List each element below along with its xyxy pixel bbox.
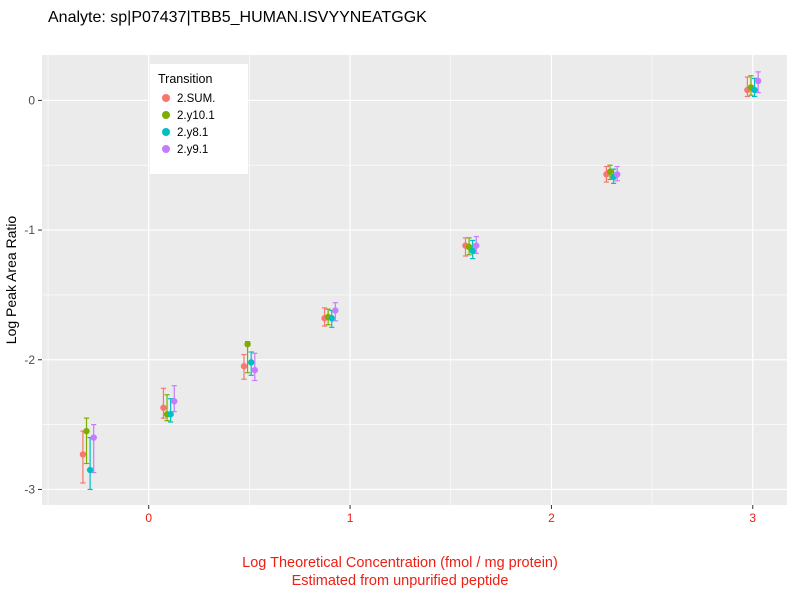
legend-label: 2.y10.1 [177,110,215,122]
legend-key-2.y8.1 [162,128,170,136]
data-point-2.y9.1 [754,77,762,85]
legend-key-2.y10.1 [162,111,170,119]
y-tick-label: -1 [24,223,35,237]
data-point-2.y10.1 [606,168,614,175]
data-point-2.y8.1 [328,315,335,322]
plot-legend: Transition 2.SUM. 2.y10.1 2.y8.1 2.y9.1 [150,64,248,174]
legend-label: 2.y9.1 [177,144,208,156]
data-point-2.y8.1 [751,86,758,94]
data-point-2.y8.1 [247,359,255,366]
y-tick-label: 0 [28,93,35,107]
y-tick-label: -2 [24,353,35,367]
x-tick-label: 2 [548,511,555,525]
legend-label: 2.SUM. [177,93,215,105]
legend-box [150,64,248,174]
data-point-2.y9.1 [251,366,258,374]
data-point-2.y9.1 [473,242,480,249]
data-point-2.SUM. [160,404,167,411]
data-point-2.SUM. [240,363,248,370]
legend-title: Transition [158,72,212,86]
data-point-2.y9.1 [614,171,621,178]
data-point-2.y8.1 [86,466,94,474]
legend-label: 2.y8.1 [177,127,208,139]
x-tick-label: 3 [749,511,756,525]
x-axis-title-line1: Log Theoretical Concentration (fmol / mg… [242,555,558,571]
data-point-2.y9.1 [171,398,178,405]
data-point-2.y9.1 [332,307,339,314]
x-tick-label: 0 [145,511,152,525]
data-point-2.y10.1 [83,427,90,435]
data-point-2.SUM. [79,451,87,458]
x-tick-label: 1 [347,511,354,525]
legend-key-2.y9.1 [162,145,170,153]
data-point-2.y9.1 [90,434,97,441]
legend-key-2.SUM. [162,94,170,102]
y-tick-label: -3 [24,482,35,496]
data-point-2.y8.1 [167,411,174,418]
plot-title: Analyte: sp|P07437|TBB5_HUMAN.ISVYYNEATG… [48,9,427,26]
data-point-2.y8.1 [469,247,476,255]
data-point-2.y10.1 [244,340,251,348]
x-axis-title-line2: Estimated from unpurified peptide [292,573,509,589]
plot-panel-group: 0 1 2 3 0 -1 -2 -3 [24,55,787,525]
y-axis-title: Log Peak Area Ratio [3,216,19,345]
